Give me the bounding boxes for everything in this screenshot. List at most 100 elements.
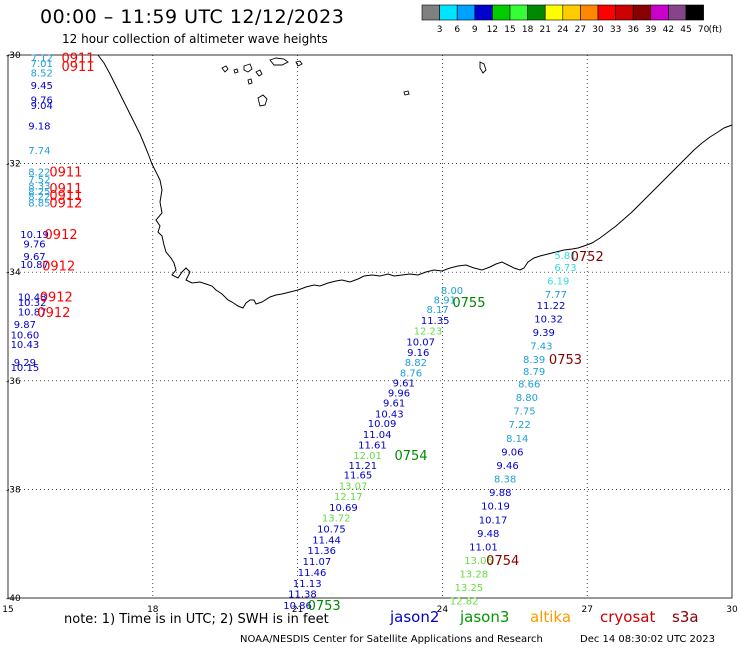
- latitude-label: -38: [6, 485, 21, 495]
- wave-height-value: 7.12: [31, 54, 53, 65]
- colorbar-tick: 33: [610, 25, 621, 35]
- wave-height-value: 11.13: [293, 579, 322, 590]
- colorbar-swatch: [474, 4, 493, 21]
- wave-height-value: 10.07: [406, 338, 435, 349]
- colorbar-tick: 3: [437, 25, 443, 35]
- pass-time-label: 0911: [61, 52, 94, 67]
- wave-height-value: 11.61: [358, 440, 387, 451]
- colorbar-swatch: [509, 4, 528, 21]
- wave-height-value: 12.17: [334, 492, 363, 503]
- wave-height-value: 11.65: [344, 471, 373, 482]
- wave-height-value: 10.75: [317, 524, 346, 535]
- wave-height-colorbar: 3 6 9 12 15 18 21 24 27 30 33 36 39 42 45 70 (ft): [421, 4, 723, 35]
- pass-time-label: 0752: [571, 250, 604, 265]
- pass-time-label: 0754: [394, 449, 427, 464]
- wave-height-value: 7.22: [508, 420, 530, 431]
- pass-time-label: 0912: [45, 228, 78, 243]
- wave-height-value: 8.76: [400, 369, 422, 380]
- colorbar-unit: (ft): [709, 25, 723, 35]
- wave-height-value: 8.22: [28, 168, 50, 179]
- colorbar-tick: 24: [557, 25, 569, 35]
- map-frame: [7, 54, 733, 599]
- page-title: 00:00 – 11:59 UTC 12/12/2023: [40, 6, 345, 28]
- latitude-label: -32: [6, 160, 21, 170]
- colorbar-tick: 42: [663, 25, 674, 35]
- longitude-label: 21: [292, 605, 303, 615]
- satellite-legend-cryosat: cryosat: [600, 608, 656, 626]
- wave-height-value: 9.87: [14, 320, 36, 331]
- colorbar-swatch: [580, 4, 599, 21]
- wave-height-value: 10.87: [18, 307, 47, 318]
- wave-height-value: 10.43: [375, 409, 404, 420]
- latitude-label: -34: [6, 268, 21, 278]
- wave-height-value: 13.25: [455, 583, 484, 594]
- wave-height-value: 9.61: [393, 378, 415, 389]
- wave-height-value: 12.82: [450, 597, 479, 608]
- wave-height-value: 8.22: [28, 192, 50, 203]
- wave-height-value: 7.77: [545, 290, 567, 301]
- wave-height-value: 12.23: [414, 326, 443, 337]
- wave-height-value: 9.76: [31, 96, 53, 107]
- wave-height-value: 10.19: [20, 230, 49, 241]
- wave-height-value: 8.17: [426, 305, 448, 316]
- wave-height-value: 5.81: [554, 251, 576, 262]
- wave-height-value: 10.69: [329, 503, 358, 514]
- colorbar-tick: 36: [627, 25, 639, 35]
- wave-height-value: 8.82: [405, 358, 427, 369]
- wave-height-value: 9.16: [407, 348, 429, 359]
- colorbar-tick: 12: [487, 25, 498, 35]
- wave-height-value: 11.38: [288, 590, 317, 601]
- colorbar-swatch: [597, 4, 616, 21]
- wave-height-value: 10.43: [11, 340, 40, 351]
- latitude-label: -40: [6, 594, 21, 604]
- pass-time-labels: 0911091109110911091109120912091209120912…: [37, 52, 603, 614]
- wave-height-value: 9.46: [496, 461, 518, 472]
- colorbar-tick: 30: [592, 25, 604, 35]
- wave-height-value: 11.01: [469, 542, 498, 553]
- colorbar-swatch: [439, 4, 458, 21]
- pass-time-label: 0753: [308, 599, 341, 614]
- wave-height-value: 10.09: [368, 419, 397, 430]
- pass-time-label: 0912: [40, 291, 73, 306]
- wave-height-value: 7.74: [28, 146, 50, 157]
- colorbar-swatch: [615, 4, 634, 21]
- wave-height-value: 8.25: [28, 187, 50, 198]
- wave-height-value: 11.46: [298, 568, 327, 579]
- colorbar-tick: 21: [539, 25, 550, 35]
- wave-height-value: 7.75: [513, 407, 535, 418]
- wave-height-value: 9.88: [489, 488, 511, 499]
- wave-height-value: 9.18: [28, 122, 50, 133]
- wave-height-value: 9.61: [383, 399, 405, 410]
- longitude-label: 24: [437, 605, 449, 615]
- colorbar-swatch: [650, 4, 669, 21]
- wave-height-value: 11.21: [348, 461, 377, 472]
- wave-height-value: 6.73: [554, 263, 576, 274]
- wave-height-value: 8.52: [31, 68, 53, 79]
- wave-height-value: 9.67: [23, 252, 45, 263]
- wave-height-value: 8.14: [506, 434, 528, 445]
- colorbar-tick: 6: [454, 25, 460, 35]
- wave-height-value: 8.38: [494, 475, 516, 486]
- wave-height-value: 11.07: [303, 557, 332, 568]
- colorbar-swatch: [632, 4, 652, 21]
- colorbar-tick: 70: [698, 25, 710, 35]
- pass-time-label: 0912: [37, 306, 70, 321]
- latitude-label: -36: [6, 377, 21, 387]
- wave-height-value: 13.07: [339, 482, 368, 493]
- colorbar-tick: 15: [504, 25, 515, 35]
- wave-height-value: 9.39: [533, 328, 555, 339]
- wave-height-value: 8.66: [518, 380, 540, 391]
- wave-height-measurements: 7.127.018.529.459.769.049.187.748.227.52…: [11, 54, 577, 612]
- wave-height-value: 11.04: [363, 430, 392, 441]
- colorbar-swatch: [421, 4, 440, 21]
- colorbar-swatch: [562, 4, 581, 21]
- wave-height-value: 10.17: [479, 515, 508, 526]
- wave-height-value: 10.32: [534, 314, 563, 325]
- pass-time-label: 0912: [49, 197, 82, 212]
- colorbar-swatch: [668, 4, 687, 21]
- wave-height-value: 10.15: [11, 363, 40, 374]
- colorbar-tick: 9: [472, 25, 478, 35]
- colorbar-swatch: [544, 4, 564, 21]
- pass-time-label: 0911: [49, 182, 82, 197]
- colorbar-tick: 18: [522, 25, 534, 35]
